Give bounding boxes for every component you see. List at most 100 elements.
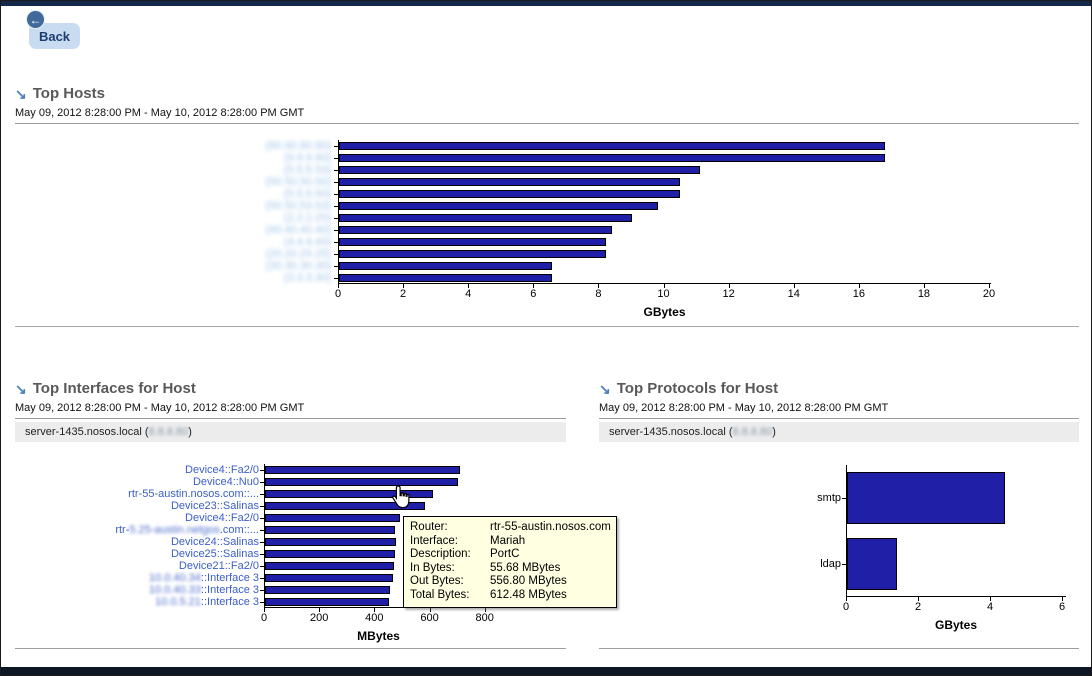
y-axis-label[interactable]: (20.20.25.25): [15, 248, 331, 260]
top-protocols-heading: ↘ Top Protocols for Host: [599, 380, 778, 397]
bar[interactable]: [339, 250, 606, 258]
bar[interactable]: [339, 238, 606, 246]
tooltip-value: 55.68 MBytes: [490, 561, 561, 574]
y-axis-label[interactable]: Device4::Fa2/0: [15, 512, 259, 524]
bar[interactable]: [265, 586, 391, 594]
tick-mark: [923, 284, 925, 288]
y-axis-label[interactable]: (3.3.3.30): [15, 272, 331, 284]
bar[interactable]: [265, 562, 395, 570]
bar[interactable]: [265, 598, 389, 606]
bar[interactable]: [339, 166, 700, 174]
label-text: rtr-: [115, 524, 130, 536]
redacted-text: (20.20.25.25): [265, 248, 331, 260]
y-axis-label[interactable]: Device4::Nu0: [15, 476, 259, 488]
y-axis-label[interactable]: 10.0.40.33::Interface 3: [15, 584, 259, 596]
bar[interactable]: [847, 538, 898, 590]
x-tick-label: 6: [1058, 601, 1066, 613]
bar[interactable]: [265, 538, 397, 546]
redacted-text: (90.90.90.90): [265, 140, 331, 152]
back-button[interactable]: Back: [29, 23, 80, 49]
x-tick-label: 18: [917, 288, 931, 300]
y-axis-label[interactable]: Device4::Fa2/0: [15, 464, 259, 476]
bar[interactable]: [339, 190, 681, 198]
back-arrow-icon[interactable]: ←: [26, 10, 45, 29]
y-axis-label[interactable]: Device21::Fa2/0: [15, 560, 259, 572]
y-axis-label[interactable]: Device24::Salinas: [15, 536, 259, 548]
bar-row: [334, 164, 991, 176]
bar[interactable]: [265, 478, 459, 486]
bar[interactable]: [265, 526, 396, 534]
y-axis-label[interactable]: Device25::Salinas: [15, 548, 259, 560]
bar[interactable]: [339, 154, 886, 162]
tick-mark: [260, 542, 264, 543]
bar[interactable]: [265, 550, 396, 558]
y-axis-label[interactable]: (2.2.2.25): [15, 212, 331, 224]
interfaces-host-selector[interactable]: server-1435.nosos.local (8.8.8.80): [15, 422, 566, 442]
y-axis-label[interactable]: (5.5.5.53): [15, 164, 331, 176]
bar-row: [260, 560, 493, 572]
x-tick-label: 600: [420, 612, 439, 624]
y-axis-label[interactable]: (30.30.30.30): [15, 260, 331, 272]
y-axis-label[interactable]: (90.90.90.90): [15, 140, 331, 152]
x-axis: 0 200 400 600 800: [261, 608, 494, 625]
bar-row: [260, 524, 493, 536]
bar[interactable]: [265, 466, 461, 474]
bar-row: [334, 248, 991, 260]
bar-row: [260, 536, 493, 548]
bar[interactable]: [339, 262, 552, 270]
y-axis-label[interactable]: 10.0.40.34::Interface 3: [15, 572, 259, 584]
bar[interactable]: [339, 202, 658, 210]
bar[interactable]: [339, 274, 552, 282]
bar[interactable]: [265, 574, 393, 582]
tick-mark: [334, 230, 338, 231]
x-tick-label: 400: [365, 612, 384, 624]
tooltip-label: Total Bytes:: [410, 588, 470, 601]
y-axis-label[interactable]: rtr- 5.25-austin.netgos .com::...: [15, 524, 259, 536]
bar[interactable]: [339, 142, 886, 150]
bar-row: [260, 584, 493, 596]
x-tick-label: 800: [475, 612, 494, 624]
tick-mark: [260, 578, 264, 579]
bar-row: [334, 224, 991, 236]
y-axis-label[interactable]: rtr-55-austin.nosos.com::...: [15, 488, 259, 500]
top-border-strip: [1, 1, 1091, 6]
bar[interactable]: [339, 178, 681, 186]
tooltip-value: Mariah: [490, 534, 526, 547]
plot-area: 0 2 4 6 GBytes: [842, 465, 1066, 632]
protocols-host-selector[interactable]: server-1435.nosos.local (8.8.8.80): [599, 422, 1079, 442]
tick-mark: [260, 494, 264, 495]
y-axis-label[interactable]: (4.4.4.40): [15, 236, 331, 248]
x-tick-label: 10: [657, 288, 670, 300]
label-text: Device24::Salinas: [170, 536, 259, 548]
redacted-text: 10.0.5.21: [155, 596, 201, 608]
x-tick-label: 2: [914, 601, 922, 613]
y-axis-label[interactable]: (5.5.5.50): [15, 188, 331, 200]
y-axis-label[interactable]: (9.9.9.90): [15, 152, 331, 164]
bar-row: [334, 176, 991, 188]
bar[interactable]: [265, 502, 426, 510]
tick-mark: [793, 284, 795, 288]
y-axis-label[interactable]: (40.40.40.40): [15, 224, 331, 236]
host-name: server-1435.nosos.local (: [25, 426, 149, 438]
x-tick-label: 2: [400, 288, 407, 300]
redacted-text: (40.40.40.40): [265, 224, 331, 236]
x-axis-label: MBytes: [357, 629, 400, 643]
bar-row: [334, 212, 991, 224]
tick-mark: [260, 518, 264, 519]
y-axis-label[interactable]: (50.50.53.53): [15, 200, 331, 212]
section-arrow-icon: ↘: [15, 380, 27, 397]
divider: [599, 648, 1079, 649]
section-title: Top Interfaces for Host: [32, 380, 196, 397]
bar[interactable]: [265, 514, 400, 522]
bar[interactable]: [847, 472, 1005, 524]
y-axis-label[interactable]: 10.0.5.21::Interface 3: [15, 596, 259, 608]
bar-row: [260, 572, 493, 584]
bar-row: [334, 260, 991, 272]
bar[interactable]: [339, 226, 613, 234]
y-axis-label[interactable]: (50.50.50.50): [15, 176, 331, 188]
bar-row: [260, 464, 493, 476]
bar[interactable]: [339, 214, 632, 222]
y-axis-label[interactable]: Device23::Salinas: [15, 500, 259, 512]
bar-row: [260, 548, 493, 560]
bar[interactable]: [265, 490, 434, 498]
